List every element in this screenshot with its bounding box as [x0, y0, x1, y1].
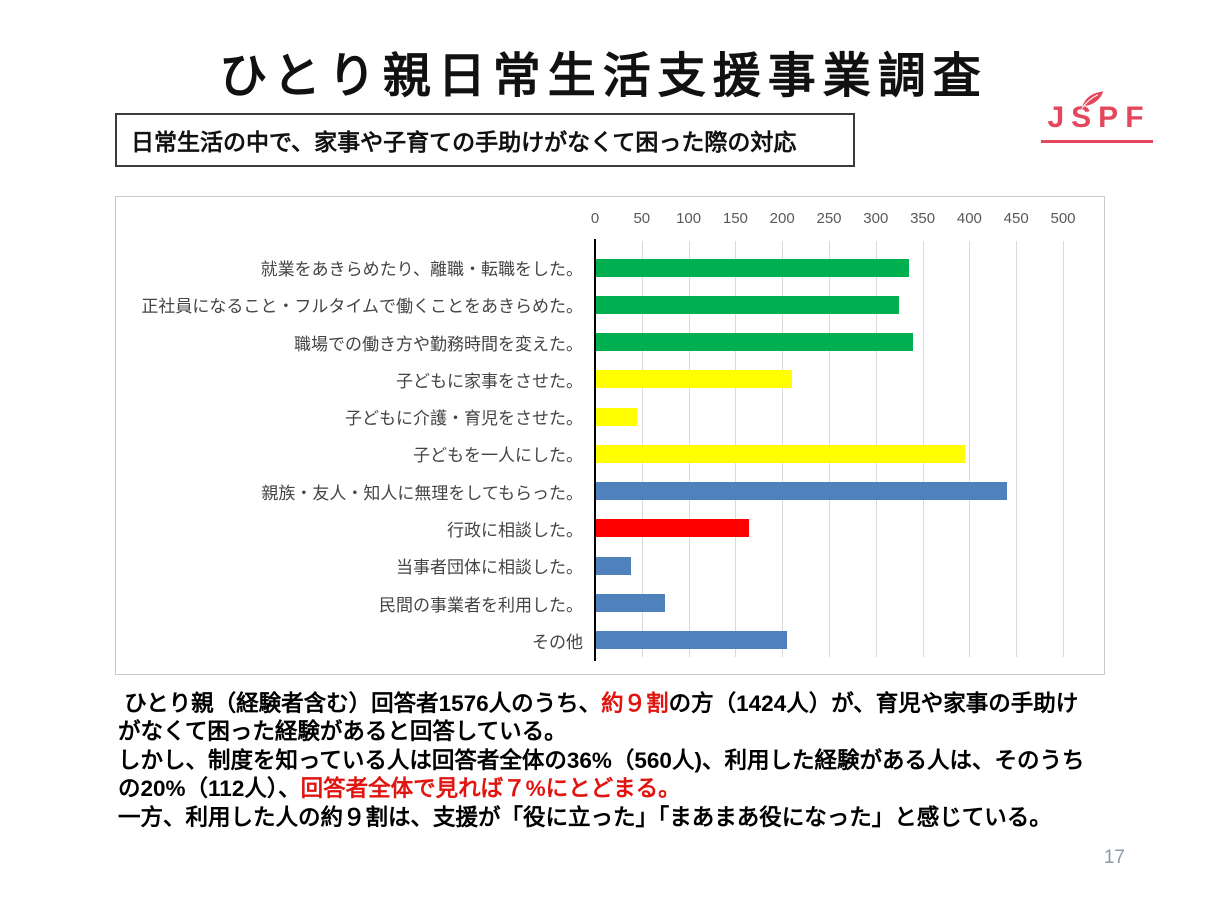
summary-line: がなくて困った経験があると回答している。 — [118, 718, 1188, 746]
bar-chart: 0 50 100 150 200 250 300 350 400 450 500 就業をあきらめたり… — [115, 196, 1105, 675]
chart-row: 子どもに介護・育児をさせた。 — [116, 398, 1104, 435]
chart-row: その他 — [116, 622, 1104, 659]
bar — [595, 556, 631, 575]
bar — [595, 333, 914, 352]
bar-track — [595, 407, 1063, 426]
chart-row: 子どもに家事をさせた。 — [116, 361, 1104, 398]
bar-track — [595, 594, 1063, 613]
chart-heading-label: 日常生活の中で、家事や子育ての手助けがなくて困った際の対応 — [131, 129, 797, 155]
bar — [595, 370, 792, 389]
summary-text: ひとり親（経験者含む）回答者1576人のうち、約９割の方（1424人）が、育児や… — [118, 690, 1188, 832]
text-segment: ひとり親（経験者含む）回答者1576人のうち、 — [118, 691, 602, 716]
y-axis-line — [594, 239, 596, 661]
bar — [595, 519, 750, 538]
summary-line: 一方、利用した人の約９割は、支援が「役に立った」「まあまあ役になった」と感じてい… — [118, 804, 1188, 832]
axis-tick-label: 250 — [816, 210, 842, 227]
chart-row: 民間の事業者を利用した。 — [116, 584, 1104, 621]
page-title: ひとり親日常生活支援事業調査 — [219, 50, 988, 103]
chart-row: 当事者団体に相談した。 — [116, 547, 1104, 584]
jspf-logo: JSPF — [1040, 91, 1154, 143]
bar-track — [595, 631, 1063, 650]
category-label: その他 — [532, 632, 583, 652]
chart-rows: 就業をあきらめたり、離職・転職をした。正社員になること・フルタイムで働くことをあ… — [116, 249, 1104, 659]
text-segment: しかし、制度を知っている人は回答者全体の36%（560人)、利用した経験がある人… — [118, 747, 1085, 773]
axis-tick-label: 400 — [956, 210, 982, 227]
bar-track — [595, 482, 1063, 501]
text-segment: の20%（112人）、 — [118, 776, 301, 802]
summary-line: しかし、制度を知っている人は回答者全体の36%（560人)、利用した経験がある人… — [118, 747, 1188, 775]
chart-heading-box: 日常生活の中で、家事や子育ての手助けがなくて困った際の対応 — [115, 113, 855, 167]
category-label: 民間の事業者を利用した。 — [379, 595, 583, 615]
axis-tick-label: 300 — [863, 210, 889, 227]
axis-tick-label: 200 — [769, 210, 795, 227]
category-label: 親族・友人・知人に無理をしてもらった。 — [261, 483, 583, 503]
bar — [595, 295, 900, 314]
bar-track — [595, 370, 1063, 389]
bar-track — [595, 333, 1063, 352]
chart-row: 就業をあきらめたり、離職・転職をした。 — [116, 249, 1104, 286]
highlight-text: 回答者全体で見れば７%にとどまる。 — [300, 776, 681, 802]
category-label: 職場での働き方や勤務時間を変えた。 — [294, 334, 583, 354]
category-label: 当事者団体に相談した。 — [396, 558, 583, 578]
category-label: 子どもを一人にした。 — [413, 446, 583, 466]
bar-track — [595, 295, 1063, 314]
summary-line: ひとり親（経験者含む）回答者1576人のうち、約９割の方（1424人）が、育児や… — [118, 690, 1188, 718]
gridline — [1016, 241, 1018, 657]
text-segment: 一方、利用した人の約９割は、支援が「役に立った」「まあまあ役になった」と感じてい… — [118, 804, 1052, 830]
gridline — [1063, 241, 1064, 657]
page-number: 17 — [1103, 847, 1125, 868]
axis-tick-label: 150 — [722, 210, 748, 227]
bar — [595, 258, 909, 277]
bar — [595, 407, 638, 426]
axis-tick-label: 50 — [633, 210, 651, 227]
bar-track — [595, 519, 1063, 538]
logo-text: JSPF — [1041, 101, 1153, 143]
category-label: 就業をあきらめたり、離職・転職をした。 — [260, 260, 583, 280]
chart-row: 親族・友人・知人に無理をしてもらった。 — [116, 473, 1104, 510]
axis-tick-label: 500 — [1050, 210, 1076, 227]
chart-row: 正社員になること・フルタイムで働くことをあきらめた。 — [116, 286, 1104, 323]
bar-track — [595, 258, 1063, 277]
bar — [595, 631, 787, 650]
highlight-text: 約９割 — [601, 691, 669, 716]
text-segment: の方（1424人）が、育児や家事の手助け — [668, 691, 1079, 716]
chart-row: 職場での働き方や勤務時間を変えた。 — [116, 324, 1104, 361]
bar — [595, 482, 1007, 501]
chart-row: 行政に相談した。 — [116, 510, 1104, 547]
bar — [595, 444, 965, 463]
category-label: 子どもに家事をさせた。 — [396, 371, 583, 391]
gridline — [969, 241, 971, 657]
bar-track — [595, 556, 1063, 575]
bar — [595, 594, 666, 613]
axis-tick-label: 0 — [590, 210, 600, 227]
text-segment: がなくて困った経験があると回答している。 — [118, 719, 567, 745]
x-axis-ticks: 0 50 100 150 200 250 300 350 400 450 500 — [591, 210, 1076, 230]
summary-line: の20%（112人）、回答者全体で見れば７%にとどまる。 — [118, 775, 1188, 803]
axis-tick-label: 100 — [676, 210, 702, 227]
axis-tick-label: 350 — [910, 210, 936, 227]
leaf-icon — [1081, 91, 1104, 109]
category-label: 子どもに介護・育児をさせた。 — [345, 409, 583, 429]
chart-row: 子どもを一人にした。 — [116, 435, 1104, 472]
bar-track — [595, 444, 1063, 463]
category-label: 正社員になること・フルタイムで働くことをあきらめた。 — [141, 297, 583, 317]
category-label: 行政に相談した。 — [447, 520, 583, 540]
axis-tick-label: 450 — [1003, 210, 1029, 227]
